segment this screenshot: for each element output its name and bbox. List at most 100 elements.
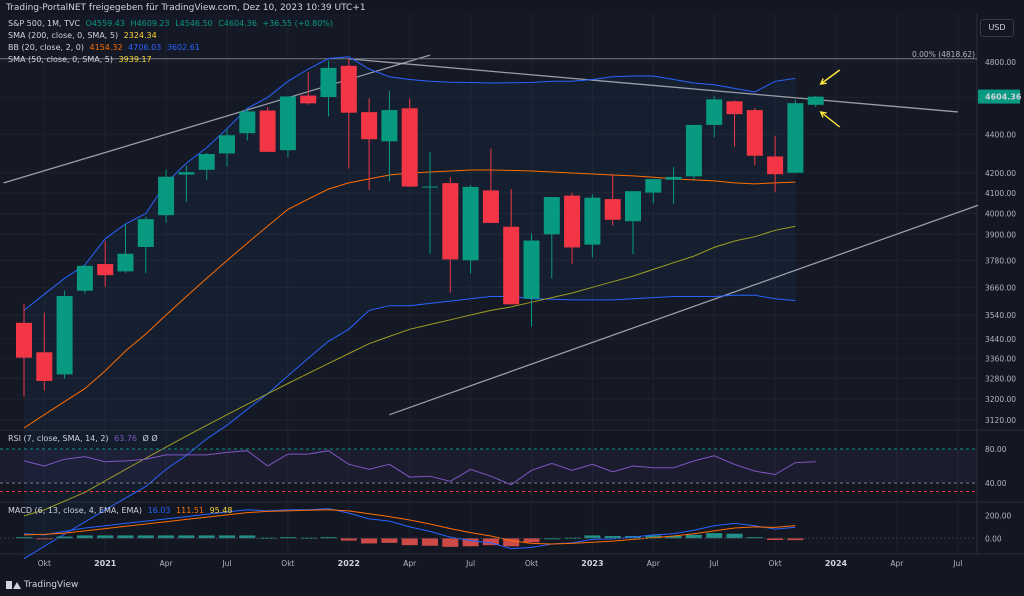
macd-tick-label: 0.00 (985, 534, 1002, 543)
candle-body (767, 156, 784, 175)
tradingview-logo-icon (6, 581, 21, 589)
macd-histogram-bar (198, 535, 215, 539)
currency-button[interactable]: USD (980, 19, 1014, 37)
annotation-arrow-head (819, 78, 827, 85)
time-axis-label: Okt (38, 559, 51, 568)
rsi-tick-label: 80.00 (985, 445, 1007, 454)
candle-body (706, 99, 723, 125)
bb-upper-line (23, 56, 796, 311)
annotation-arrow (820, 69, 841, 85)
candle-body (76, 265, 93, 291)
macd-histogram-bar (787, 538, 804, 541)
price-tick-label: 3780.00 (985, 257, 1016, 266)
candle-body (198, 153, 215, 170)
macd-histogram-bar (239, 535, 256, 539)
candle-body (239, 111, 256, 134)
macd-histogram-bar (158, 535, 175, 539)
time-axis-label: 2023 (581, 559, 603, 568)
macd-histogram-bar (422, 538, 438, 546)
price-tick-label: 3200.00 (985, 395, 1016, 404)
legend-open: O4559.43 (85, 19, 125, 28)
legend-rsi-label: RSI (7, close, SMA, 14, 2) (8, 434, 109, 443)
annotation-arrow (820, 111, 841, 128)
time-axis-label: 2021 (94, 559, 117, 568)
trendline (3, 54, 431, 184)
legend-macd-hist: 95.48 (209, 506, 233, 515)
time-axis-label: Apr (403, 559, 417, 568)
legend-bb-label: BB (20, close, 2, 0) (8, 43, 84, 52)
rsi-tick-label: 40.00 (985, 479, 1007, 488)
macd-histogram-bar (645, 535, 662, 539)
macd-histogram-bar (726, 533, 743, 539)
macd-histogram-bar (137, 535, 154, 539)
candle-body (726, 101, 743, 115)
macd-signal-line (23, 509, 796, 545)
macd-histogram-bar (76, 535, 93, 539)
time-axis-label: Okt (281, 559, 294, 568)
legend-change: +36.55 (+0.80%) (262, 19, 334, 28)
last-price-tag (978, 89, 1020, 104)
candle-body (523, 240, 540, 299)
macd-histogram-bar (340, 538, 357, 541)
legend-close: C4604.36 (218, 19, 257, 28)
candle-body (381, 110, 398, 142)
legend-low: L4546.50 (175, 19, 213, 28)
candle-body (462, 186, 479, 261)
macd-histogram-bar (685, 534, 702, 539)
time-axis-label: Apr (890, 559, 904, 568)
trendline (348, 58, 958, 113)
macd-histogram-bar (442, 538, 459, 547)
legend-macd-value: 16.03 (147, 506, 171, 515)
legend-sma200-line[interactable]: SMA (200, close, 0, SMA, 5) 2324.34 (8, 31, 160, 40)
candle-body (584, 197, 601, 245)
price-tick-label: 3120.00 (985, 416, 1016, 425)
macd-histogram-bar (117, 535, 134, 539)
legend-sma200-label: SMA (200, close, 0, SMA, 5) (8, 31, 119, 40)
legend-symbol[interactable]: S&P 500, 1M, TVC (8, 19, 81, 28)
rsi-band (0, 449, 977, 483)
candle-body (97, 264, 114, 276)
macd-histogram-bar (665, 536, 682, 539)
legend-macd-line[interactable]: MACD (6, 13, close, 4, EMA, EMA) 16.03 1… (8, 506, 235, 515)
macd-histogram-bar (56, 536, 73, 539)
candle-body (564, 195, 581, 248)
macd-histogram-bar (219, 535, 235, 539)
candle-body (503, 226, 520, 305)
macd-histogram-bar (320, 537, 337, 539)
legend-bb-line[interactable]: BB (20, close, 2, 0) 4154.32 4706.03 360… (8, 43, 203, 52)
legend-sma50-line[interactable]: SMA (50, close, 0, SMA, 5) 3939.17 (8, 55, 155, 64)
tradingview-logo-text: TradingView (24, 580, 79, 590)
time-axis-label: Jul (221, 559, 231, 568)
candle-body (543, 197, 560, 235)
candle-body (604, 199, 621, 220)
candle-body (625, 191, 641, 222)
macd-tick-label: 200.00 (985, 511, 1011, 520)
time-axis-label: Jul (952, 559, 962, 568)
tradingview-logo[interactable]: TradingView (6, 580, 78, 590)
macd-histogram-bar (482, 538, 499, 546)
time-axis-label: Jul (465, 559, 475, 568)
candle-body (259, 110, 276, 152)
candle-body (219, 135, 235, 154)
macd-histogram-bar (543, 538, 560, 540)
legend-bb-upper: 4706.03 (128, 43, 162, 52)
price-tick-label: 3440.00 (985, 335, 1016, 344)
last-price-value: 4604.36 (985, 93, 1022, 102)
price-tick-label: 4400.00 (985, 130, 1016, 139)
macd-histogram-bar (604, 536, 621, 539)
candle-body (340, 65, 357, 113)
fib-level-label: 0.00% (4818.62) (912, 50, 975, 59)
price-tick-label: 4800.00 (985, 58, 1016, 67)
macd-histogram-bar (16, 537, 32, 539)
candle-body (56, 296, 73, 375)
candle-body (482, 190, 499, 223)
annotation-arrow-head (819, 111, 827, 118)
macd-histogram-bar (279, 537, 296, 539)
candle-body (746, 110, 763, 156)
price-tick-label: 4100.00 (985, 189, 1016, 198)
candle-body (807, 96, 824, 105)
legend-bb-lower: 3602.61 (166, 43, 200, 52)
legend-rsi-line[interactable]: RSI (7, close, SMA, 14, 2) 63.76 Ø Ø (8, 434, 161, 443)
bb-fill (24, 56, 796, 559)
